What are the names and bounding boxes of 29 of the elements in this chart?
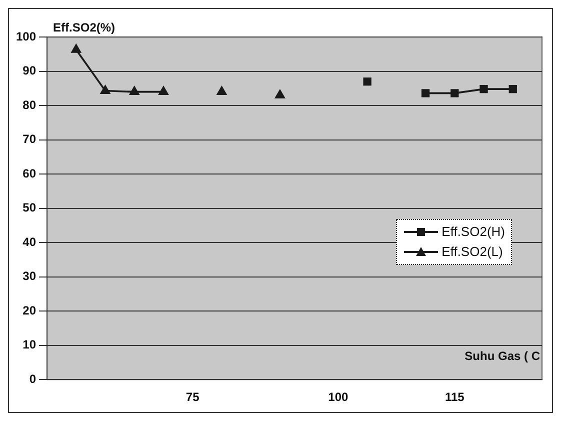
point	[421, 89, 430, 98]
point	[275, 90, 285, 98]
y-tick-label: 100	[16, 29, 36, 44]
point	[130, 86, 140, 95]
point	[100, 85, 110, 94]
point	[450, 89, 459, 98]
point	[363, 77, 372, 86]
y-tick-label: 0	[29, 372, 36, 386]
x-tick-label: 75	[186, 390, 200, 404]
y-axis-title: Eff.SO2(%)	[53, 20, 116, 34]
point	[71, 44, 81, 53]
y-tick-label: 50	[22, 200, 36, 215]
y-tick-label: 30	[22, 269, 36, 284]
y-tick-label: 90	[22, 64, 36, 78]
point	[508, 84, 517, 94]
y-tick-label: 20	[22, 303, 36, 318]
y-tick-label: 10	[22, 338, 36, 352]
legend-label: Eff.SO2(L)	[442, 243, 503, 261]
x-tick-label: 100	[328, 390, 349, 404]
x-tick-label: 115	[444, 390, 465, 404]
x-axis-title: Suhu Gas ( C	[464, 348, 540, 363]
point	[216, 86, 227, 95]
point	[158, 86, 168, 95]
point	[480, 84, 488, 94]
y-tick-label: 70	[22, 132, 36, 146]
y-tick-label: 60	[22, 166, 36, 180]
legend-label: Eff.SO2(H)	[442, 223, 505, 241]
y-tick-label: 40	[22, 234, 36, 249]
y-tick-label: 80	[22, 98, 36, 112]
